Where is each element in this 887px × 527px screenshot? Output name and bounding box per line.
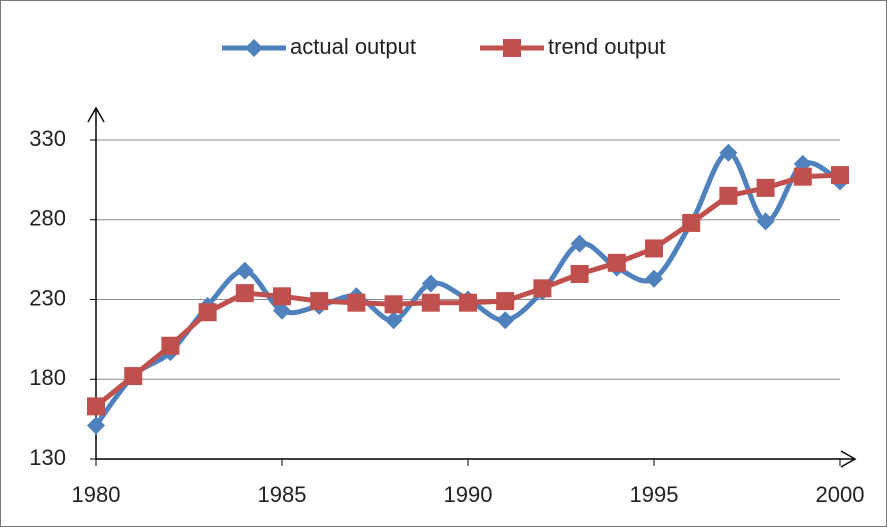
marker [384,295,403,314]
marker [682,213,701,232]
marker [831,166,849,185]
marker [161,336,180,355]
x-tick-label: 1985 [258,482,307,507]
marker [459,293,477,312]
marker [198,303,217,322]
marker [756,212,775,231]
marker [273,287,291,306]
marker [310,292,329,311]
marker [87,397,105,416]
marker [347,293,366,312]
x-tick-label: 2000 [816,482,865,507]
x-tick-label: 1995 [630,482,679,507]
y-tick-label: 280 [29,206,66,231]
marker [384,311,403,330]
marker [756,178,775,197]
marker [645,269,663,288]
marker [496,292,515,311]
marker [719,186,738,205]
marker [607,253,626,272]
x-tick-label: 1990 [444,482,493,507]
x-tick-label: 1980 [72,482,121,507]
marker [570,264,589,283]
marker [124,367,143,386]
y-tick-label: 230 [29,285,66,310]
marker [496,311,515,330]
marker [570,234,589,253]
x-axis-arrow [840,450,857,468]
marker [719,143,738,162]
legend-label: trend output [548,34,665,59]
marker [421,274,440,293]
marker [793,167,812,186]
marker [87,416,105,435]
marker [235,284,254,303]
marker [421,293,440,312]
y-tick-label: 180 [29,365,66,390]
marker [645,239,663,258]
legend-label: actual output [290,34,416,59]
legend-marker [245,39,263,57]
y-axis-arrow [87,106,105,123]
marker [235,261,254,280]
marker [533,279,552,298]
y-tick-label: 330 [29,126,66,151]
y-tick-label: 130 [29,445,66,470]
grid [96,139,840,380]
marker [273,301,291,320]
legend-marker [503,39,521,57]
